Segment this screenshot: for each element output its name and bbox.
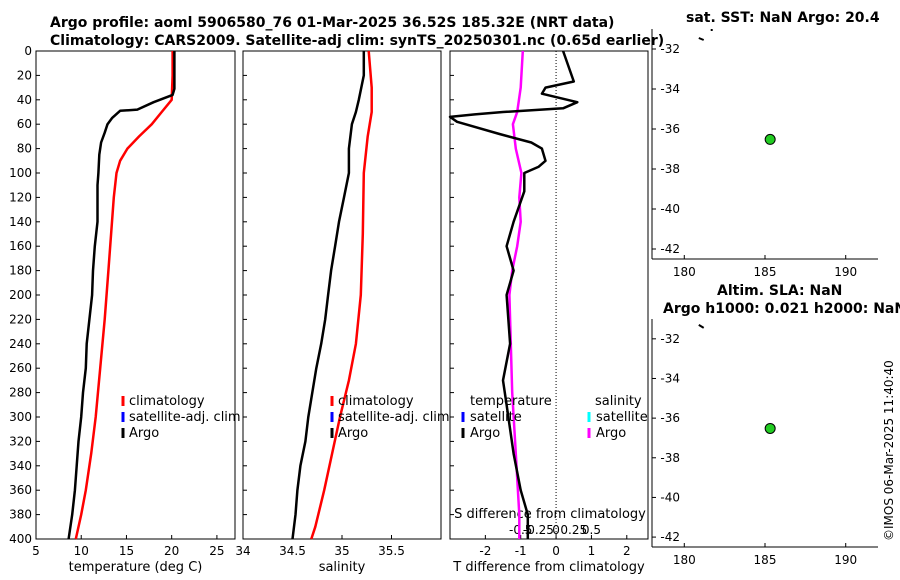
salinity-legend-argo: Argo xyxy=(338,426,368,441)
difference-axes-frame xyxy=(449,50,649,540)
salinity-x-tick-label: 34.5 xyxy=(279,544,306,558)
map-sst-y-tick-label: -34 xyxy=(660,82,680,96)
map-sla-title-2: Argo h1000: 0.021 h2000: NaN xyxy=(663,301,900,317)
map-sst-argo-marker xyxy=(764,133,776,145)
difference-legend-t-satellite: satellite xyxy=(470,410,522,425)
salinity-legend-satellite: satellite-adj. clim xyxy=(338,410,450,425)
temperature-argo-line xyxy=(67,51,176,540)
temperature-y-tick-label: 340 xyxy=(9,459,32,473)
difference-s-tick-label: 0.25 xyxy=(560,523,587,537)
difference-s-tick-label: 0.5 xyxy=(582,523,601,537)
difference-x-axis-label: T difference from climatology xyxy=(452,560,645,575)
temperature-legend-climatology: climatology xyxy=(129,394,205,409)
temperature-y-tick-label: 220 xyxy=(9,312,32,326)
difference-legend-s-satellite: satellite xyxy=(596,410,648,425)
salinity-argo-line xyxy=(291,51,366,540)
map-sla-x-tick-label: 190 xyxy=(834,553,857,567)
temperature-y-tick-label: 60 xyxy=(17,117,32,131)
map-sla-coastline xyxy=(698,324,705,329)
difference-x-tick-label: 1 xyxy=(588,544,596,558)
temperature-x-tick-label: 15 xyxy=(119,544,134,558)
map-sla-x-tick-label: 180 xyxy=(673,553,696,567)
salinity-climatology-line xyxy=(310,50,373,540)
map-sla-x-tick-label: 185 xyxy=(754,553,777,567)
map-sla-title-1: Altim. SLA: NaN xyxy=(717,283,843,299)
difference-s-tick-label: 0 xyxy=(552,523,560,537)
temperature-y-tick-label: 300 xyxy=(9,410,32,424)
difference-x-tick-label: -1 xyxy=(515,544,527,558)
difference-x-tick-label: 0 xyxy=(552,544,560,558)
difference-legend-t-argo: Argo xyxy=(470,426,500,441)
temperature-y-tick-label: 120 xyxy=(9,190,32,204)
map-sla-y-tick-label: -34 xyxy=(660,371,680,385)
map-sst-y-tick-label: -38 xyxy=(660,162,680,176)
map-sla-y-tick-label: -40 xyxy=(660,490,680,504)
temperature-y-tick-label: 360 xyxy=(9,483,32,497)
difference-s-axis-label: S difference from climatology xyxy=(454,507,646,522)
map-sst-title: sat. SST: NaN Argo: 20.4 xyxy=(686,10,880,26)
temperature-y-tick-label: 400 xyxy=(9,532,32,546)
temperature-y-tick-label: 240 xyxy=(9,337,32,351)
salinity-x-axis-label: salinity xyxy=(319,560,366,575)
map-sla-y-tick-label: -32 xyxy=(660,332,680,346)
map-sla-y-tick-label: -42 xyxy=(660,530,680,544)
temperature-x-tick-label: 25 xyxy=(209,544,224,558)
temperature-y-tick-label: 380 xyxy=(9,508,32,522)
difference-legend-s-argo: Argo xyxy=(596,426,626,441)
temperature-legend-argo: Argo xyxy=(129,426,159,441)
map-sst-y-tick-label: -40 xyxy=(660,202,680,216)
difference-s-tick-label: -0.25 xyxy=(523,523,554,537)
temperature-y-tick-label: 80 xyxy=(17,142,32,156)
temperature-y-tick-label: 160 xyxy=(9,239,32,253)
map-sla-argo-marker xyxy=(764,422,776,434)
salinity-legend-climatology: climatology xyxy=(338,394,414,409)
map-sst-y-tick-label: -32 xyxy=(660,42,680,56)
temperature-y-tick-label: 100 xyxy=(9,166,32,180)
difference-x-tick-label: -2 xyxy=(479,544,491,558)
salinity-x-tick-label: 35.5 xyxy=(378,544,405,558)
title-line-2: Climatology: CARS2009. Satellite-adj cli… xyxy=(50,33,665,49)
temperature-climatology-line xyxy=(74,51,174,540)
temperature-y-tick-label: 140 xyxy=(9,215,32,229)
temperature-x-tick-label: 10 xyxy=(74,544,89,558)
temperature-y-tick-label: 280 xyxy=(9,386,32,400)
temperature-y-tick-label: 180 xyxy=(9,264,32,278)
difference-salinity-argo-line xyxy=(508,50,525,539)
salinity-axes-frame xyxy=(242,50,442,540)
temperature-y-tick-label: 260 xyxy=(9,361,32,375)
salinity-x-tick-label: 35 xyxy=(334,544,349,558)
map-sst-coastline xyxy=(698,37,705,41)
difference-temperature-argo-line xyxy=(448,50,579,539)
temperature-x-tick-label: 20 xyxy=(164,544,179,558)
temperature-x-tick-label: 5 xyxy=(32,544,40,558)
temperature-y-tick-label: 20 xyxy=(17,68,32,82)
map-sst-y-tick-label: -42 xyxy=(660,242,680,256)
difference-x-tick-label: 2 xyxy=(623,544,631,558)
temperature-y-tick-label: 200 xyxy=(9,288,32,302)
difference-legend-salinity-title: salinity xyxy=(595,394,642,409)
temperature-axes-frame xyxy=(35,50,236,540)
temperature-y-tick-label: 320 xyxy=(9,434,32,448)
map-sst-x-tick-label: 185 xyxy=(754,265,777,279)
temperature-y-tick-label: 40 xyxy=(17,93,32,107)
title-line-1: Argo profile: aoml 5906580_76 01-Mar-202… xyxy=(50,15,615,31)
salinity-x-tick-label: 34 xyxy=(235,544,250,558)
map-sla-y-tick-label: -36 xyxy=(660,411,680,425)
map-sst-x-tick-label: 190 xyxy=(834,265,857,279)
temperature-legend-satellite: satellite-adj. clim xyxy=(129,410,241,425)
difference-legend-temperature-title: temperature xyxy=(470,394,552,409)
map-sst-x-tick-label: 180 xyxy=(673,265,696,279)
temperature-x-axis-label: temperature (deg C) xyxy=(69,560,203,575)
temperature-y-tick-label: 0 xyxy=(24,44,32,58)
map-sla-y-tick-label: -38 xyxy=(660,451,680,465)
map-sst-y-tick-label: -36 xyxy=(660,122,680,136)
